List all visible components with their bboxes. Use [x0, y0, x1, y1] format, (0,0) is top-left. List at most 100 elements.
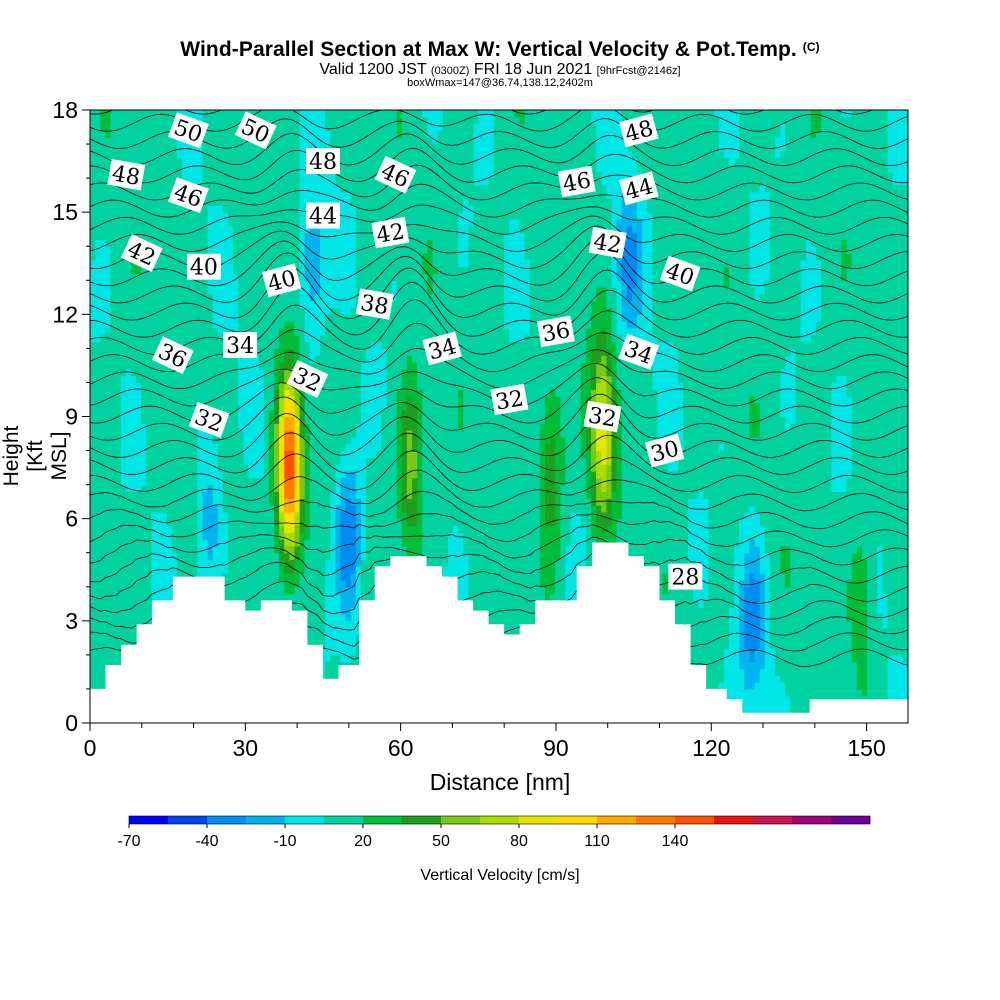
chart-subtitle: Valid 1200 JST (0300Z) FRI 18 Jun 2021 […	[0, 61, 1000, 79]
isentrope-line	[90, 45, 908, 63]
isentrope-label: 50	[234, 111, 277, 150]
colorbar-swatch	[480, 816, 520, 824]
isentrope-label-text: 42	[591, 230, 623, 259]
isentrope-line	[90, 490, 908, 530]
isentrope-line	[90, 29, 908, 46]
isentrope-label-text: 40	[190, 256, 218, 281]
y-tick-label: 18	[52, 97, 78, 123]
isentrope-lines	[90, 11, 908, 668]
forecast-info: [9hrFcst@2146z]	[596, 65, 681, 77]
isentrope-line	[90, 513, 908, 548]
y-tick-label: 0	[65, 710, 78, 736]
colorbar-swatch	[753, 816, 793, 824]
colorbar-swatch	[207, 816, 247, 824]
isentrope-label: 34	[223, 332, 258, 359]
isentrope-line	[90, 450, 908, 493]
isentrope-line	[90, 393, 908, 441]
isentrope-label: 32	[490, 383, 529, 416]
isentrope-line	[90, 252, 908, 304]
colorbar-swatch	[246, 816, 286, 824]
isentrope-line	[90, 183, 908, 218]
y-tick-label: 9	[65, 404, 78, 430]
isentrope-line	[90, 132, 908, 167]
isentrope-label: 40	[659, 255, 701, 292]
isentrope-line	[90, 281, 908, 338]
isentrope-line	[90, 536, 908, 586]
colorbar-tick-label: 50	[432, 833, 450, 850]
y-tick-label: 6	[65, 506, 78, 532]
x-tick-label: 120	[692, 735, 730, 761]
isentrope-line	[90, 118, 908, 149]
isentrope-label: 42	[588, 227, 627, 259]
colorbar: -70 -40 -10 20 50 80 110 140	[117, 815, 871, 850]
colorbar-swatch	[792, 816, 832, 824]
isentrope-line	[90, 215, 908, 252]
x-tick-label: 30	[233, 735, 259, 761]
isentrope-label-text: 48	[110, 161, 142, 190]
colorbar-swatch	[324, 816, 364, 824]
isentrope-label-text: 36	[540, 318, 572, 347]
box-info: boxWmax=147@36.74,138.12,2402m	[407, 77, 593, 89]
x-tick-label: 150	[847, 735, 885, 761]
isentrope-label: 38	[355, 288, 394, 320]
y-axis-label: Height [Kft MSL]	[0, 425, 71, 487]
colorbar-tick-label: -40	[195, 833, 218, 850]
valid-date: FRI 18 Jun 2021	[473, 61, 593, 78]
isentrope-label: 32	[583, 400, 622, 433]
x-tick-label: 0	[84, 735, 97, 761]
chart-title: Wind-Parallel Section at Max W: Vertical…	[0, 38, 1000, 62]
chart-title-text: Wind-Parallel Section at Max W: Vertical…	[180, 38, 797, 61]
colorbar-tick-label: 80	[510, 833, 528, 850]
colorbar-swatch	[597, 816, 637, 824]
isentrope-line	[90, 225, 908, 270]
isentrope-line	[90, 11, 908, 28]
isentrope-label: 44	[306, 202, 340, 230]
isentrope-line	[90, 267, 908, 321]
isentrope-line	[90, 110, 908, 132]
colorbar-swatch	[441, 816, 481, 824]
colorbar-tick-label: -10	[273, 833, 296, 850]
x-tick-label: 90	[543, 735, 569, 761]
colorbar-label: Vertical Velocity [cm/s]	[420, 867, 579, 884]
colorbar-swatch	[675, 816, 715, 824]
colorbar-tick-label: -70	[117, 833, 140, 850]
isentrope-line	[90, 204, 908, 235]
colorbar-swatch	[636, 816, 676, 824]
isentrope-line	[90, 412, 908, 458]
valid-utc: (0300Z)	[430, 65, 470, 77]
isentrope-line	[90, 237, 908, 287]
isentrope-label: 36	[536, 315, 575, 348]
colorbar-swatch	[285, 816, 325, 824]
colorbar-swatch	[168, 816, 208, 824]
colorbar-swatch	[402, 816, 442, 824]
isentrope-label: 42	[371, 216, 410, 249]
isentrope-label-text: 32	[586, 403, 618, 432]
isentrope-label-text: 32	[494, 386, 526, 415]
isentrope-line	[90, 469, 908, 512]
isentrope-label-text: 34	[226, 334, 254, 359]
y-tick-label: 3	[65, 608, 78, 634]
colorbar-swatch	[129, 816, 169, 824]
isentrope-line	[90, 164, 908, 201]
valid-time: Valid 1200 JST	[319, 61, 427, 78]
isentrope-label-text: 48	[309, 150, 337, 175]
isentrope-line	[90, 62, 908, 80]
x-axis-label: Distance [nm]	[430, 769, 571, 795]
colorbar-swatch	[831, 816, 871, 824]
colorbar-frame	[128, 815, 871, 825]
terrain-mask	[90, 542, 908, 723]
isentrope-label: 28	[668, 563, 703, 591]
isentrope-label: 34	[618, 333, 660, 370]
colorbar-swatch	[714, 816, 754, 824]
colorbar-tick-label: 20	[354, 833, 372, 850]
x-tick-label: 60	[388, 735, 414, 761]
y-tick-label: 15	[52, 199, 78, 225]
colorbar-tick-label: 110	[584, 833, 610, 850]
isentrope-label-text: 28	[671, 566, 699, 591]
y-tick-label: 12	[52, 301, 78, 327]
isentrope-label: 48	[306, 148, 340, 175]
isentrope-line	[90, 147, 908, 184]
